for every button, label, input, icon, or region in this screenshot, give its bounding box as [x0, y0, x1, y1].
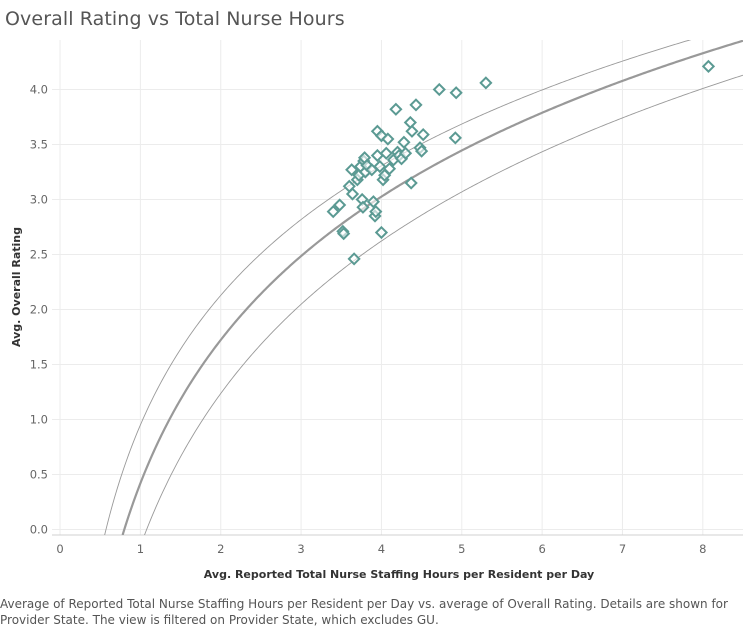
data-point[interactable] [405, 124, 419, 138]
y-axis-ticks: 0.0 0.5 1.0 1.5 2.0 2.5 3.0 3.5 4.0 [30, 83, 48, 537]
data-point[interactable] [326, 204, 340, 219]
y-tick-label: 1.5 [30, 358, 48, 372]
trend-confidence-upper [104, 40, 692, 535]
data-point[interactable] [374, 225, 389, 240]
data-point[interactable] [432, 82, 446, 97]
data-point[interactable] [345, 163, 359, 177]
data-point[interactable] [398, 146, 413, 160]
data-point[interactable] [389, 102, 403, 116]
y-tick-label: 0.0 [30, 523, 48, 537]
chart-title: Overall Rating vs Total Nurse Hours [5, 8, 345, 30]
data-point[interactable] [369, 204, 383, 219]
data-point[interactable] [409, 98, 423, 112]
data-point[interactable] [373, 159, 387, 174]
y-tick-label: 3.0 [30, 193, 48, 207]
x-tick-label: 0 [56, 542, 63, 556]
x-tick-label: 7 [619, 542, 626, 556]
trend-line [121, 40, 743, 535]
trend-confidence-lower [144, 74, 743, 535]
data-point[interactable] [356, 200, 370, 214]
x-tick-label: 1 [137, 542, 144, 556]
data-point[interactable] [345, 187, 360, 201]
data-point[interactable] [416, 127, 430, 142]
x-axis-ticks: 0 1 2 3 4 5 6 7 8 [56, 542, 706, 556]
data-point[interactable] [382, 162, 397, 176]
chart-caption: Average of Reported Total Nurse Staffing… [0, 597, 728, 627]
data-point[interactable] [448, 131, 462, 145]
x-axis-title: Avg. Reported Total Nurse Staffing Hours… [204, 568, 594, 581]
y-tick-label: 0.5 [30, 468, 48, 482]
x-tick-label: 8 [699, 542, 706, 556]
y-axis-title: Avg. Overall Rating [10, 227, 23, 347]
data-point[interactable] [379, 146, 393, 160]
data-point[interactable] [449, 86, 463, 100]
data-point[interactable] [333, 198, 347, 212]
data-point[interactable] [414, 144, 429, 158]
scatter-chart: 0 1 2 3 4 5 6 7 8 0.0 0.5 1.0 1.5 2.0 2.5 3.0 3.5 4.0 Av… [10, 40, 743, 581]
y-tick-label: 3.5 [30, 138, 48, 152]
data-point[interactable] [403, 115, 417, 130]
data-point[interactable] [366, 195, 381, 209]
data-point[interactable] [479, 76, 493, 90]
data-point[interactable] [397, 135, 411, 149]
y-tick-label: 1.0 [30, 413, 48, 427]
x-tick-label: 4 [378, 542, 385, 556]
data-point[interactable] [404, 176, 418, 190]
y-tick-label: 2.0 [30, 303, 48, 317]
data-point[interactable] [701, 59, 716, 74]
data-point[interactable] [381, 132, 395, 146]
data-point[interactable] [337, 226, 351, 241]
data-point[interactable] [347, 252, 361, 266]
y-tick-label: 2.5 [30, 248, 48, 262]
x-tick-label: 6 [538, 542, 545, 556]
grid [52, 40, 743, 536]
x-tick-label: 5 [458, 542, 465, 556]
y-tick-label: 4.0 [30, 83, 48, 97]
x-tick-label: 2 [217, 542, 224, 556]
data-points [326, 59, 716, 266]
x-tick-label: 3 [297, 542, 304, 556]
trend-lines [104, 40, 743, 535]
